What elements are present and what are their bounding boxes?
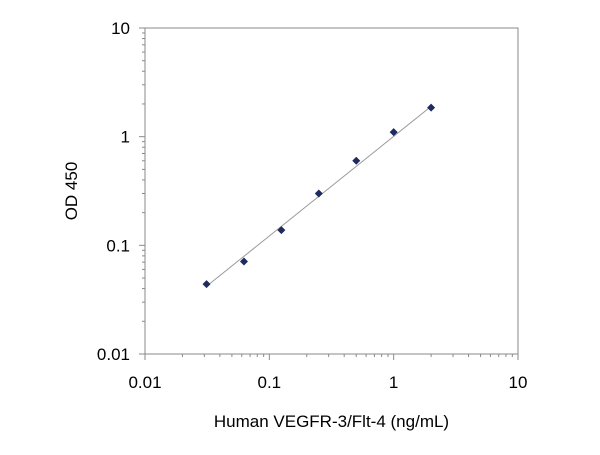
data-point bbox=[277, 226, 286, 235]
x-tick-label: 1 bbox=[389, 373, 398, 392]
data-point bbox=[202, 280, 211, 289]
data-points bbox=[202, 103, 436, 289]
data-point bbox=[314, 189, 323, 198]
x-axis-title: Human VEGFR-3/Flt-4 (ng/mL) bbox=[214, 412, 449, 431]
data-point bbox=[427, 103, 436, 112]
y-tick-label: 10 bbox=[111, 19, 130, 38]
x-tick-label: 10 bbox=[509, 373, 528, 392]
y-axis-title: OD 450 bbox=[62, 162, 81, 221]
data-point bbox=[239, 257, 248, 266]
x-tick-label: 0.01 bbox=[128, 373, 161, 392]
plot-area-frame bbox=[144, 27, 519, 355]
minor-ticks bbox=[142, 32, 513, 357]
y-tick-label: 0.01 bbox=[97, 345, 130, 364]
y-tick-label: 0.1 bbox=[106, 236, 130, 255]
y-tick-label: 1 bbox=[121, 128, 130, 147]
x-tick-label: 0.1 bbox=[258, 373, 282, 392]
data-point bbox=[352, 156, 361, 165]
data-point bbox=[389, 128, 398, 137]
x-axis-ticks: 0.01 0.1 1 10 bbox=[128, 354, 527, 392]
y-axis-ticks: 0.01 0.1 1 10 bbox=[97, 19, 145, 364]
